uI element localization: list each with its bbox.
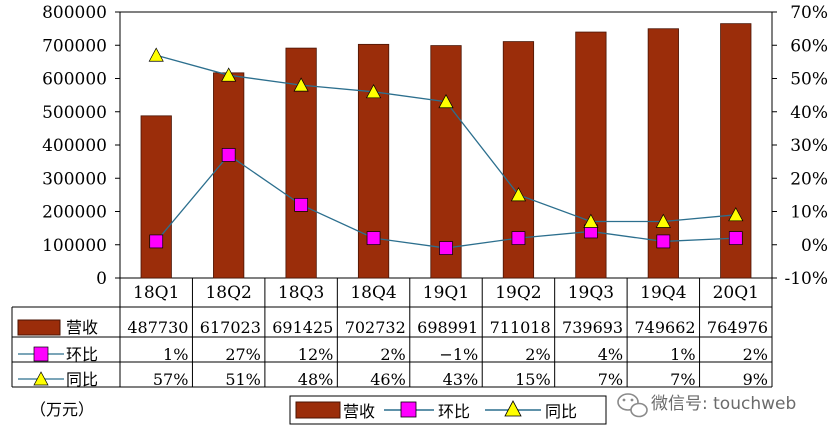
- y-tick-label: 300000: [42, 169, 107, 189]
- table-cell-value: 2%: [743, 345, 768, 364]
- y2-tick-label: 70%: [790, 3, 828, 23]
- y2-tick-label: 10%: [790, 203, 828, 223]
- x-tick-label: 18Q2: [205, 283, 251, 303]
- table-key-triangle: [33, 371, 49, 386]
- y-tick-label: 600000: [42, 70, 107, 90]
- revenue-bar: [213, 72, 245, 279]
- y2-tick-label: 40%: [790, 103, 828, 123]
- legend-box: [289, 395, 607, 425]
- qoq-point: [511, 231, 526, 245]
- table-cell-value: 4%: [598, 345, 623, 364]
- table-cell-value: 27%: [225, 345, 261, 364]
- qoq-point: [439, 241, 453, 255]
- x-tick-label: 19Q2: [495, 283, 541, 303]
- table-cell-value: 43%: [443, 370, 479, 389]
- legend-square-marker: [400, 401, 417, 418]
- legend-triangle-marker: [504, 400, 522, 417]
- x-tick-label: 19Q1: [423, 283, 469, 303]
- table-cell-value: 7%: [670, 370, 695, 389]
- y-tick-label: 800000: [42, 3, 107, 23]
- table-cell-value: 698991: [417, 318, 478, 337]
- yoy-point: [655, 213, 671, 228]
- x-tick-label: 20Q1: [713, 283, 759, 303]
- y2-tick-label: 20%: [790, 169, 828, 189]
- y-tick-label: 0: [96, 269, 107, 289]
- table-key-square: [33, 346, 49, 362]
- legend-bar-swatch: [295, 401, 341, 419]
- table-cell-value: 617023: [200, 318, 261, 337]
- table-cell-value: 46%: [370, 370, 406, 389]
- y2-tick-label: 60%: [790, 36, 828, 56]
- x-tick-label: 18Q1: [133, 283, 179, 303]
- table-cell-value: 7%: [598, 370, 623, 389]
- data-table: 18Q1 18Q2 18Q3 18Q4 19Q1 19Q2 19Q3 19Q4 20Q1 营收 48…: [11, 278, 773, 389]
- y2-tick-label: 30%: [790, 136, 828, 156]
- table-cell-value: 2%: [380, 345, 405, 364]
- yoy-point: [148, 47, 164, 62]
- table-row-label: 同比: [66, 370, 98, 389]
- table-cell-value: 51%: [225, 370, 261, 389]
- table-row-label: 营收: [66, 318, 98, 337]
- line-series: [148, 47, 744, 255]
- yoy-point: [728, 207, 744, 222]
- y-tick-label: 200000: [42, 203, 107, 223]
- table-cell-value: 15%: [515, 370, 551, 389]
- table-cell-value: 749662: [634, 318, 695, 337]
- yoy-point: [221, 67, 237, 82]
- unit-label: （万元）: [30, 400, 94, 419]
- yoy-point: [365, 84, 382, 99]
- y2-tick-label: -10%: [784, 269, 828, 289]
- x-tick-label: 18Q4: [350, 283, 396, 303]
- y-tick-label: 500000: [42, 103, 107, 123]
- yoy-point: [583, 213, 599, 228]
- x-tick-label: 19Q4: [640, 283, 686, 303]
- x-tick-label: 19Q3: [568, 283, 614, 303]
- yoy-point: [293, 77, 309, 92]
- table-cell-value: 702732: [345, 318, 406, 337]
- qoq-point: [221, 148, 236, 162]
- table-cell-value: −1%: [439, 345, 478, 364]
- table-cell-value: 691425: [272, 318, 333, 337]
- qoq-point: [656, 234, 671, 249]
- table-cell-value: 711018: [490, 318, 551, 337]
- table-cell-value: 487730: [127, 318, 188, 337]
- y-tick-label: 700000: [42, 36, 107, 56]
- qoq-point: [294, 198, 308, 212]
- y-tick-label: 400000: [42, 136, 107, 156]
- table-cell-value: 2%: [525, 345, 550, 364]
- watermark-text: 微信号: touchweb: [651, 394, 796, 414]
- revenue-bar: [140, 115, 172, 279]
- watermark: 微信号: touchweb: [617, 393, 796, 418]
- table-row-label: 环比: [66, 345, 98, 364]
- table-cell-value: 9%: [743, 370, 768, 389]
- left-axis-ticks: 0 100000 200000 300000 400000 500000 600000 700…: [42, 3, 107, 289]
- y-tick-label: 100000: [42, 236, 107, 256]
- qoq-point: [728, 231, 743, 245]
- wechat-icon: [617, 393, 648, 418]
- revenue-bar: [430, 45, 462, 279]
- legend-label-revenue: 营收: [343, 402, 375, 421]
- x-tick-label: 18Q3: [278, 283, 324, 303]
- revenue-bar: [575, 31, 607, 279]
- y2-tick-label: 50%: [790, 70, 828, 90]
- yoy-point: [510, 187, 527, 202]
- table-cell-value: 57%: [153, 370, 189, 389]
- legend-label-qoq: 环比: [438, 402, 470, 421]
- legend: 营收 环比 同比: [289, 395, 607, 425]
- table-cell-value: 48%: [298, 370, 334, 389]
- qoq-point: [366, 231, 381, 245]
- table-key-bar: [17, 319, 61, 336]
- legend-label-yoy: 同比: [545, 402, 577, 421]
- table-cell-value: 12%: [298, 345, 334, 364]
- table-cell-value: 1%: [670, 345, 695, 364]
- y2-tick-label: 0%: [801, 236, 828, 256]
- table-cell-value: 1%: [163, 345, 188, 364]
- right-axis-ticks: -10% 0% 10% 20% 30% 40% 50% 60% 70%: [784, 3, 828, 289]
- yoy-point: [438, 94, 454, 109]
- table-cell-value: 764976: [707, 318, 768, 337]
- qoq-point: [149, 234, 164, 249]
- table-cell-value: 739693: [562, 318, 623, 337]
